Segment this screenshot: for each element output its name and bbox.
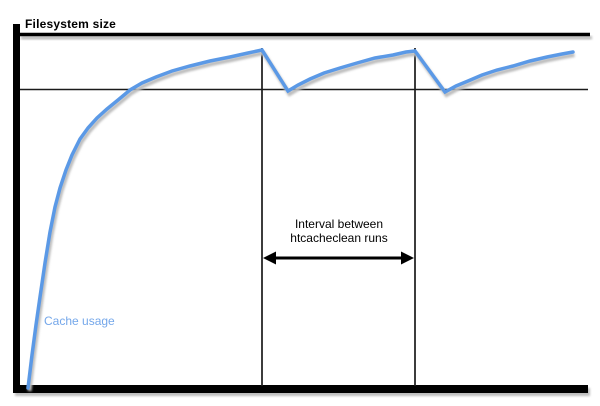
filesystem-size-label: Filesystem size: [25, 17, 117, 31]
interval-arrow: [263, 251, 414, 265]
interval-label: Interval between htcacheclean runs: [263, 217, 415, 245]
cache-usage-label: Cache usage: [44, 314, 115, 328]
filesystem-size-line: [19, 32, 590, 37]
interval-label-line1: Interval between: [294, 217, 384, 231]
x-axis: [13, 385, 588, 393]
interval-arrow-head-left: [263, 251, 276, 265]
y-axis: [13, 24, 20, 393]
cache-usage-curve: [26, 48, 575, 390]
cache-usage-curve-shadow: [27, 50, 575, 392]
interval-arrow-head-right: [401, 251, 414, 265]
interval-label-line2: htcacheclean runs: [290, 231, 388, 245]
filesystem-size-line-shadow: [21, 36, 592, 40]
